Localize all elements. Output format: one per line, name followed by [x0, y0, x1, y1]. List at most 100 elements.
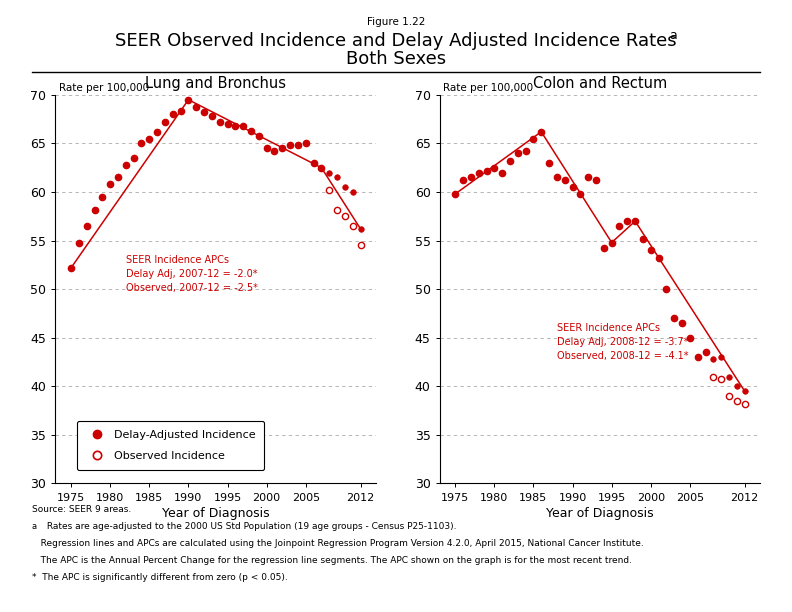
- Delay-Adjusted Incidence: [592, 177, 601, 184]
- Text: Both Sexes: Both Sexes: [346, 50, 446, 68]
- Observed Incidence: [552, 174, 562, 181]
- Delay-Adjusted Incidence: [192, 103, 201, 110]
- Delay-Adjusted Incidence: [544, 159, 554, 166]
- Observed Incidence: [544, 159, 554, 166]
- Observed Incidence: [474, 169, 483, 176]
- Observed Incidence: [192, 103, 201, 110]
- Text: *  The APC is significantly different from zero (p < 0.05).: * The APC is significantly different fro…: [32, 573, 287, 583]
- Delay-Adjusted Incidence: [521, 147, 531, 155]
- Observed Incidence: [230, 122, 240, 130]
- Delay-Adjusted Incidence: [184, 96, 193, 103]
- Text: Figure 1.22: Figure 1.22: [367, 17, 425, 27]
- Observed Incidence: [497, 169, 507, 176]
- Delay-Adjusted Incidence: [208, 113, 217, 120]
- Delay-Adjusted Incidence: [230, 122, 240, 130]
- Observed Incidence: [451, 190, 460, 198]
- Delay-Adjusted Incidence: [333, 174, 342, 181]
- Observed Incidence: [223, 121, 232, 128]
- Observed Incidence: [623, 217, 632, 225]
- Observed Incidence: [348, 222, 357, 230]
- X-axis label: Year of Diagnosis: Year of Diagnosis: [162, 507, 269, 520]
- Text: SEER Incidence APCs
Delay Adj, 2007-12 = -2.0*
Observed, 2007-12 = -2.5*: SEER Incidence APCs Delay Adj, 2007-12 =…: [126, 255, 257, 293]
- Observed Incidence: [654, 255, 664, 262]
- Observed Incidence: [277, 144, 287, 152]
- Delay-Adjusted Incidence: [82, 222, 92, 230]
- Line: Delay-Adjusted Incidence: Delay-Adjusted Incidence: [68, 97, 364, 271]
- Title: Colon and Rectum: Colon and Rectum: [533, 76, 667, 91]
- Observed Incidence: [607, 239, 616, 246]
- Observed Incidence: [482, 167, 491, 174]
- X-axis label: Year of Diagnosis: Year of Diagnosis: [546, 507, 653, 520]
- Delay-Adjusted Incidence: [717, 354, 726, 361]
- Observed Incidence: [215, 118, 224, 125]
- Observed Incidence: [576, 190, 585, 198]
- Delay-Adjusted Incidence: [529, 135, 539, 142]
- Observed Incidence: [661, 285, 671, 293]
- Observed Incidence: [669, 315, 679, 322]
- Delay-Adjusted Incidence: [732, 382, 741, 390]
- Delay-Adjusted Incidence: [505, 157, 515, 165]
- Observed Incidence: [105, 181, 115, 188]
- Delay-Adjusted Incidence: [74, 239, 84, 246]
- Delay-Adjusted Incidence: [615, 222, 624, 230]
- Delay-Adjusted Incidence: [584, 174, 593, 181]
- Delay-Adjusted Incidence: [254, 132, 264, 140]
- Observed Incidence: [340, 212, 349, 220]
- Delay-Adjusted Incidence: [356, 225, 365, 233]
- Delay-Adjusted Incidence: [482, 167, 491, 174]
- Observed Incidence: [599, 245, 608, 252]
- Text: SEER Observed Incidence and Delay Adjusted Incidence Rates: SEER Observed Incidence and Delay Adjust…: [115, 32, 677, 50]
- Delay-Adjusted Incidence: [489, 164, 499, 171]
- Text: SEER Incidence APCs
Delay Adj, 2008-12 = -3.7*
Observed, 2008-12 = -4.1*: SEER Incidence APCs Delay Adj, 2008-12 =…: [557, 323, 688, 361]
- Delay-Adjusted Incidence: [646, 247, 656, 254]
- Delay-Adjusted Incidence: [560, 177, 569, 184]
- Delay-Adjusted Incidence: [317, 164, 326, 171]
- Delay-Adjusted Incidence: [348, 188, 357, 196]
- Delay-Adjusted Incidence: [285, 142, 295, 149]
- Delay-Adjusted Incidence: [129, 154, 139, 162]
- Observed Incidence: [560, 177, 569, 184]
- Delay-Adjusted Incidence: [677, 319, 687, 327]
- Delay-Adjusted Incidence: [701, 349, 710, 356]
- Observed Incidence: [701, 349, 710, 356]
- Observed Incidence: [293, 142, 303, 149]
- Text: Source: SEER 9 areas.: Source: SEER 9 areas.: [32, 505, 131, 514]
- Delay-Adjusted Incidence: [152, 128, 162, 135]
- Delay-Adjusted Incidence: [301, 140, 310, 147]
- Observed Incidence: [246, 127, 256, 135]
- Delay-Adjusted Incidence: [262, 144, 272, 152]
- Observed Incidence: [536, 128, 546, 135]
- Delay-Adjusted Incidence: [168, 111, 177, 118]
- Observed Incidence: [459, 177, 468, 184]
- Observed Incidence: [685, 334, 695, 341]
- Delay-Adjusted Incidence: [223, 121, 232, 128]
- Observed Incidence: [262, 144, 272, 152]
- Observed Incidence: [176, 108, 185, 115]
- Text: Rate per 100,000: Rate per 100,000: [59, 83, 149, 93]
- Delay-Adjusted Incidence: [246, 127, 256, 135]
- Observed Incidence: [168, 111, 177, 118]
- Observed Incidence: [121, 161, 131, 168]
- Observed Incidence: [67, 264, 76, 272]
- Delay-Adjusted Incidence: [669, 315, 679, 322]
- Observed Incidence: [82, 222, 92, 230]
- Text: Rate per 100,000: Rate per 100,000: [443, 83, 533, 93]
- Delay-Adjusted Incidence: [293, 142, 303, 149]
- Delay-Adjusted Incidence: [137, 140, 147, 147]
- Observed Incidence: [568, 184, 577, 191]
- Delay-Adjusted Incidence: [685, 334, 695, 341]
- Delay-Adjusted Incidence: [536, 128, 546, 135]
- Observed Incidence: [317, 164, 326, 171]
- Delay-Adjusted Incidence: [97, 193, 107, 201]
- Observed Incidence: [301, 140, 310, 147]
- Delay-Adjusted Incidence: [340, 184, 349, 191]
- Observed Incidence: [709, 373, 718, 380]
- Observed Incidence: [208, 113, 217, 120]
- Observed Incidence: [677, 319, 687, 327]
- Delay-Adjusted Incidence: [160, 118, 169, 125]
- Observed Incidence: [113, 174, 123, 181]
- Delay-Adjusted Incidence: [466, 174, 476, 181]
- Title: Lung and Bronchus: Lung and Bronchus: [145, 76, 287, 91]
- Observed Incidence: [693, 354, 703, 361]
- Observed Incidence: [584, 174, 593, 181]
